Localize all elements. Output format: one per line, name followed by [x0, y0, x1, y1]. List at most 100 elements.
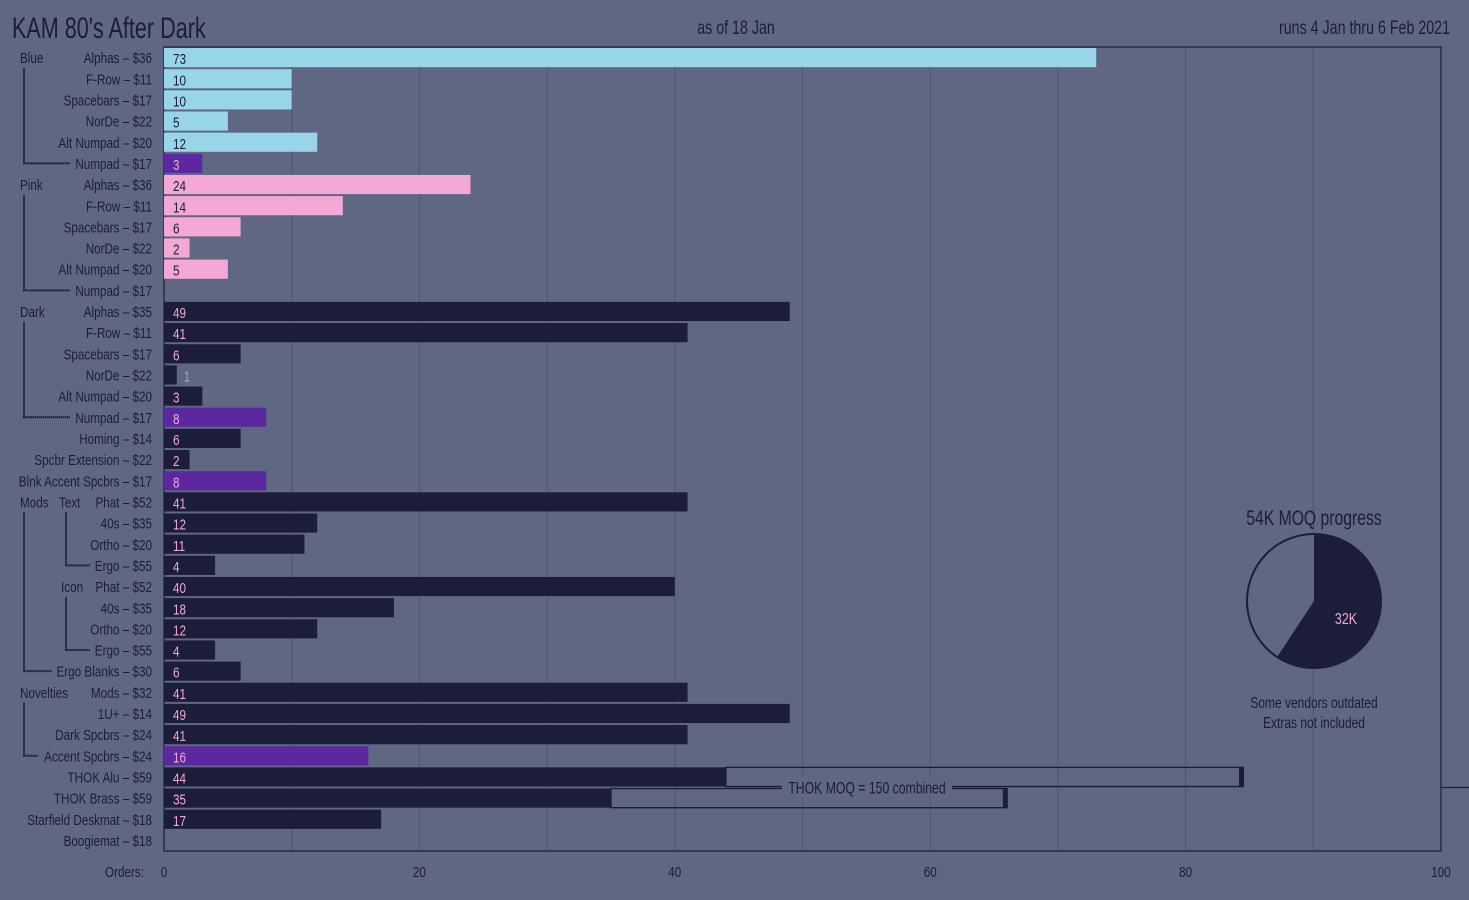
bar: [164, 788, 611, 808]
bar-value-label: 4: [173, 559, 180, 576]
bar-value-label: 10: [173, 93, 186, 110]
bar-value-label: 6: [173, 220, 180, 237]
bar: [164, 767, 726, 787]
bar: [164, 90, 292, 110]
bar-value-label: 10: [173, 72, 186, 89]
row-label: Spacebars – $17: [64, 346, 152, 363]
row-label: Alphas – $36: [84, 50, 152, 67]
bar-value-label: 41: [173, 326, 186, 343]
bar: [164, 492, 688, 512]
bar-value-label: 24: [173, 178, 186, 195]
bar: [164, 534, 305, 554]
as-of-date: as of 18 Jan: [697, 17, 775, 38]
chart-title: KAM 80's After Dark: [12, 10, 206, 44]
row-label: Alphas – $36: [84, 177, 152, 194]
bar-value-label: 14: [173, 199, 186, 216]
pie-note: Extras not included: [1263, 713, 1365, 731]
bar: [164, 703, 790, 724]
bar-value-label: 3: [173, 389, 180, 406]
bar: [164, 576, 675, 597]
run-dates: runs 4 Jan thru 6 Feb 2021: [1279, 17, 1450, 38]
bar-value-label: 5: [173, 262, 180, 279]
bar-value-label: 49: [173, 305, 186, 322]
group-bracket: [23, 322, 70, 419]
bar-value-label: 2: [173, 241, 180, 258]
bar: [164, 682, 688, 702]
bar-value-label: 11: [173, 537, 185, 554]
plot-frame: [163, 46, 1442, 852]
bar: [164, 450, 190, 470]
group-bracket: [23, 195, 70, 292]
row-label: Spacebars – $17: [64, 92, 152, 109]
pie-title: 54K MOQ progress: [1246, 506, 1382, 530]
row-label: 1U+ – $14: [98, 706, 153, 723]
x-tick-label: 40: [668, 864, 681, 881]
bar: [164, 238, 190, 258]
row-label: Phat – $52: [95, 579, 152, 596]
row-label: Ergo Blanks – $30: [56, 663, 152, 680]
bar-value-label: 49: [173, 707, 186, 724]
bar: [164, 217, 241, 237]
bar: [164, 48, 1097, 68]
row-label: Phat – $52: [95, 494, 152, 511]
x-tick-label: 100: [1431, 864, 1451, 881]
subgroup-label: Icon: [61, 579, 83, 596]
bar-value-label: 35: [173, 791, 186, 808]
moq-end-marker: [1239, 767, 1245, 787]
row-label: THOK Alu – $59: [68, 769, 152, 786]
bar: [164, 132, 318, 152]
bar-value-label: 8: [173, 474, 180, 491]
group-bracket: [23, 702, 38, 757]
row-label: Ergo – $55: [95, 642, 152, 659]
annotation-bg: [782, 777, 952, 798]
group-label: Novelties: [20, 685, 68, 702]
bar-value-label: 5: [173, 114, 180, 131]
pie-filled-slice: [1277, 534, 1381, 668]
bar: [164, 407, 267, 427]
bar: [164, 471, 267, 491]
bar: [164, 323, 688, 343]
group-label: Blue: [20, 50, 43, 67]
bar-value-label: 12: [173, 516, 186, 533]
bar: [164, 153, 203, 173]
row-label: NorDe – $22: [86, 113, 152, 130]
bar: [164, 259, 228, 279]
row-label: Numpad – $17: [75, 156, 152, 173]
bar-value-label: 44: [173, 770, 186, 787]
bar-value-label: 4: [173, 643, 180, 660]
subgroup-label: Text: [59, 494, 81, 511]
row-label: F-Row – $11: [86, 325, 152, 342]
bar-value-label: 1: [184, 368, 191, 385]
x-axis-label: Orders:: [105, 864, 144, 881]
group-label: Dark: [20, 304, 45, 321]
bar-value-label: 8: [173, 410, 180, 427]
bar: [164, 301, 790, 322]
pie-filled-label: 32K: [1335, 611, 1358, 629]
group-label: Pink: [20, 177, 43, 194]
bar: [164, 598, 394, 618]
bar: [164, 513, 318, 533]
row-label: Numpad – $17: [75, 409, 152, 426]
row-label: Alt Numpad – $20: [58, 261, 152, 278]
row-label: Alt Numpad – $20: [58, 388, 152, 405]
group-bracket: [65, 512, 90, 567]
row-label: Alt Numpad – $20: [58, 134, 152, 151]
row-label: NorDe – $22: [86, 240, 152, 257]
bar: [164, 386, 203, 406]
bar: [164, 555, 216, 575]
bar: [164, 196, 343, 216]
bar: [164, 428, 241, 448]
bar: [164, 174, 471, 195]
bar-value-label: 3: [173, 157, 180, 174]
row-label: Starfield Deskmat – $18: [27, 811, 152, 828]
row-label: Blnk Accent Spcbrs – $17: [19, 473, 152, 490]
x-tick-label: 60: [924, 864, 937, 881]
thok-moq-annotation: THOK MOQ = 150 combined: [788, 780, 945, 798]
bar-value-label: 12: [173, 622, 186, 639]
x-tick-label: 20: [413, 864, 426, 881]
row-label: Spcbr Extension – $22: [34, 452, 152, 469]
bar: [164, 111, 228, 131]
group-bracket: [23, 68, 70, 165]
row-label: F-Row – $11: [86, 198, 152, 215]
